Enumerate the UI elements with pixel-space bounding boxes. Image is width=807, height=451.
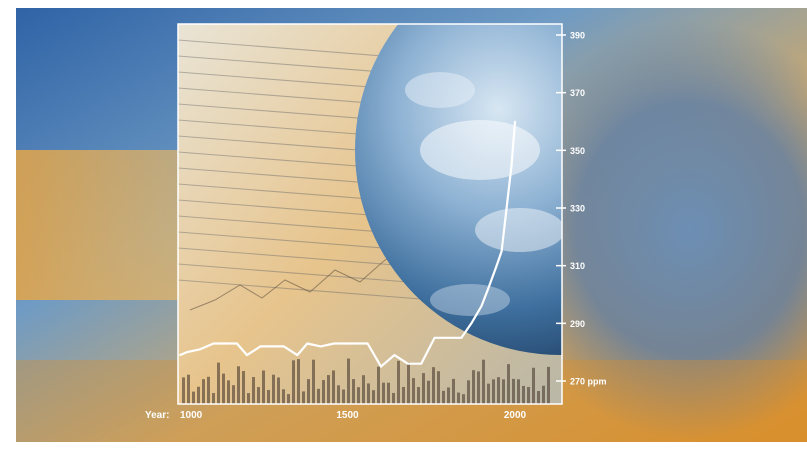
data-point — [433, 336, 436, 339]
data-point — [272, 345, 275, 348]
x-axis: Year: 1000 1500 2000 — [145, 410, 527, 421]
data-point — [319, 345, 322, 348]
x-axis-label: Year: — [145, 410, 169, 421]
data-point — [346, 342, 349, 345]
data-point — [406, 362, 409, 365]
series-line — [179, 121, 517, 368]
data-point — [222, 342, 225, 345]
data-point — [487, 287, 490, 290]
y-tick-label: 290 — [570, 319, 585, 329]
y-axis: 270 ppm 290 310 330 350 370 390 — [556, 31, 607, 387]
data-point — [460, 336, 463, 339]
y-tick-label: 350 — [570, 146, 585, 156]
globe — [355, 24, 562, 355]
data-point — [212, 342, 215, 345]
data-point — [306, 342, 309, 345]
series-points — [179, 120, 516, 368]
data-point — [333, 342, 335, 345]
x-tick-label: 2000 — [504, 410, 527, 421]
data-point — [296, 354, 299, 356]
y-tick-label: 390 — [570, 31, 585, 41]
plot-panel-art — [178, 24, 562, 404]
data-point — [356, 342, 359, 345]
data-point — [500, 250, 503, 253]
data-point — [495, 264, 498, 267]
data-point — [447, 336, 449, 339]
data-point — [246, 354, 248, 356]
y-tick-label: 270 ppm — [570, 377, 607, 387]
data-point — [236, 342, 238, 345]
data-point — [470, 322, 473, 325]
y-tick-label: 370 — [570, 88, 585, 98]
data-point — [199, 348, 202, 351]
data-point — [393, 354, 396, 356]
data-point — [505, 207, 508, 209]
data-point — [185, 351, 188, 354]
y-tick-label: 330 — [570, 204, 585, 214]
data-point — [259, 345, 262, 348]
data-point — [380, 365, 382, 368]
x-tick-label: 1500 — [336, 410, 359, 421]
data-point — [282, 345, 285, 348]
data-point — [179, 354, 181, 356]
data-point — [420, 362, 423, 365]
data-point — [366, 342, 369, 345]
y-tick-label: 310 — [570, 261, 585, 271]
data-point — [510, 163, 513, 166]
x-tick-label: 1000 — [180, 410, 203, 421]
data-point — [480, 305, 483, 307]
data-point — [514, 120, 516, 123]
plot-frame — [177, 23, 563, 405]
blurred-globe — [500, 20, 807, 440]
